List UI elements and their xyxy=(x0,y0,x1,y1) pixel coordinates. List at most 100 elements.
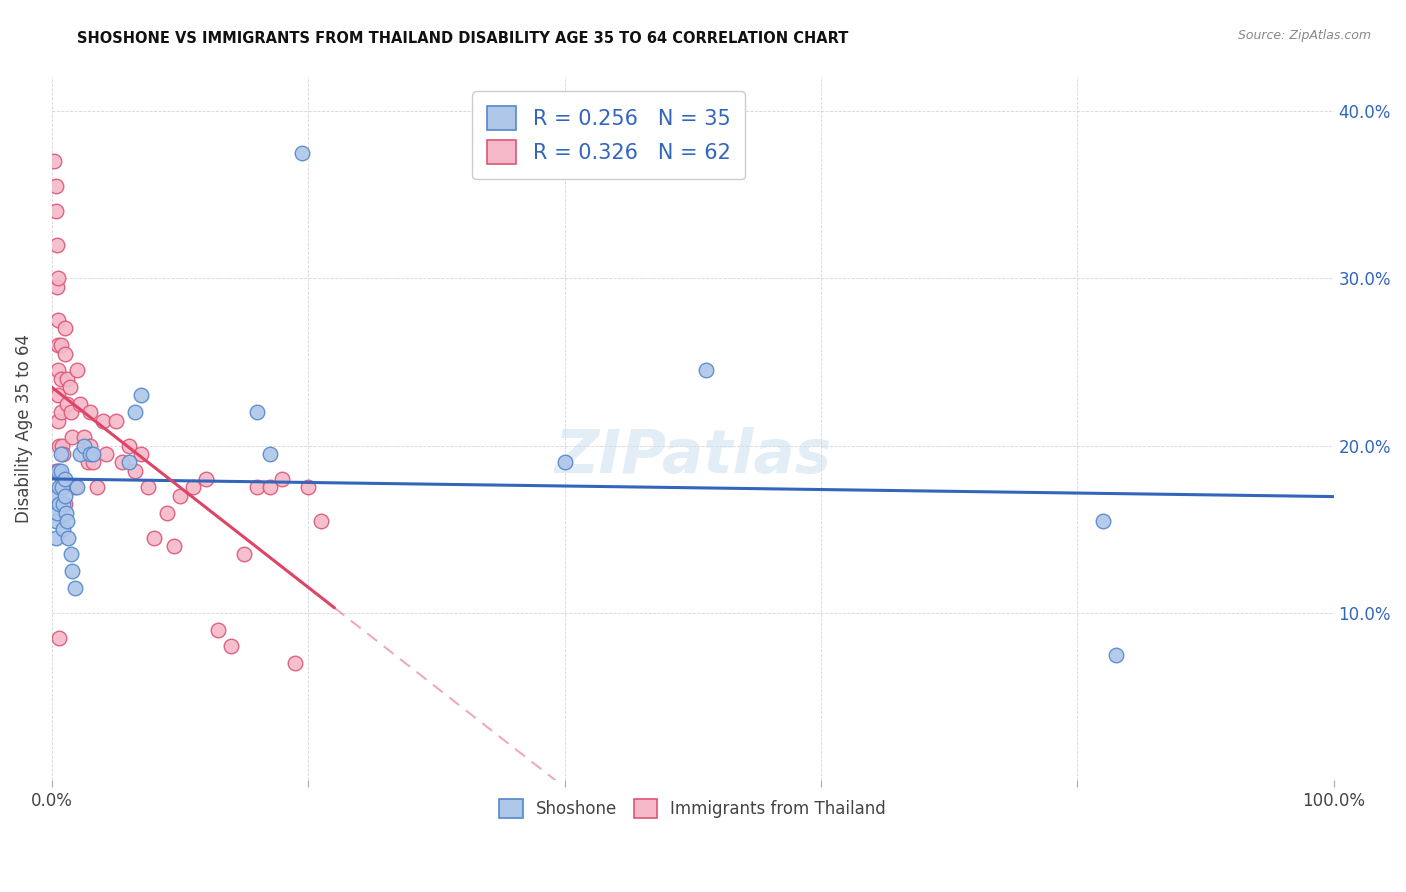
Point xyxy=(45,506,67,520)
Point xyxy=(259,480,281,494)
Point xyxy=(46,338,69,352)
Point xyxy=(45,179,67,194)
Point xyxy=(69,447,91,461)
Point xyxy=(124,405,146,419)
Point xyxy=(259,447,281,461)
Point xyxy=(284,656,307,670)
Point xyxy=(59,405,82,419)
Point xyxy=(48,631,70,645)
Point xyxy=(48,497,70,511)
Point xyxy=(219,640,242,654)
Point xyxy=(131,447,153,461)
Point xyxy=(66,363,89,377)
Point xyxy=(53,346,76,360)
Point xyxy=(45,237,67,252)
Point xyxy=(49,447,72,461)
Point xyxy=(553,455,575,469)
Text: SHOSHONE VS IMMIGRANTS FROM THAILAND DISABILITY AGE 35 TO 64 CORRELATION CHART: SHOSHONE VS IMMIGRANTS FROM THAILAND DIS… xyxy=(77,31,849,46)
Point xyxy=(46,271,69,285)
Point xyxy=(86,480,108,494)
Point xyxy=(291,145,314,160)
Point xyxy=(124,464,146,478)
Point xyxy=(46,464,69,478)
Point xyxy=(51,480,73,494)
Point xyxy=(111,455,134,469)
Point xyxy=(63,581,86,595)
Point xyxy=(45,464,67,478)
Point xyxy=(79,405,101,419)
Point xyxy=(246,405,269,419)
Point xyxy=(59,548,82,562)
Point xyxy=(181,480,204,494)
Point xyxy=(73,439,96,453)
Point xyxy=(45,531,67,545)
Point xyxy=(76,455,98,469)
Point xyxy=(309,514,332,528)
Point xyxy=(156,506,179,520)
Legend: Shoshone, Immigrants from Thailand: Shoshone, Immigrants from Thailand xyxy=(492,792,893,825)
Point xyxy=(82,447,104,461)
Point xyxy=(46,413,69,427)
Point xyxy=(143,531,166,545)
Point xyxy=(48,480,70,494)
Point xyxy=(59,380,82,394)
Point xyxy=(297,480,319,494)
Point xyxy=(53,497,76,511)
Point xyxy=(44,154,66,169)
Point xyxy=(45,279,67,293)
Point xyxy=(63,480,86,494)
Point xyxy=(82,455,104,469)
Point xyxy=(1091,514,1114,528)
Point xyxy=(194,472,217,486)
Point xyxy=(118,439,141,453)
Point xyxy=(69,397,91,411)
Point xyxy=(45,514,67,528)
Point xyxy=(45,204,67,219)
Point xyxy=(56,514,79,528)
Point xyxy=(46,363,69,377)
Point xyxy=(66,480,89,494)
Point xyxy=(55,506,77,520)
Point xyxy=(51,439,73,453)
Point xyxy=(46,388,69,402)
Point xyxy=(246,480,269,494)
Point xyxy=(49,464,72,478)
Point xyxy=(118,455,141,469)
Point xyxy=(104,413,127,427)
Point xyxy=(53,472,76,486)
Point xyxy=(79,447,101,461)
Point xyxy=(52,522,75,536)
Point xyxy=(53,321,76,335)
Point xyxy=(1105,648,1128,662)
Point xyxy=(79,439,101,453)
Text: ZIPatlas: ZIPatlas xyxy=(554,427,831,486)
Point xyxy=(48,439,70,453)
Point xyxy=(52,447,75,461)
Point xyxy=(49,372,72,386)
Point xyxy=(91,413,114,427)
Point xyxy=(60,430,83,444)
Point xyxy=(136,480,159,494)
Point xyxy=(52,480,75,494)
Point xyxy=(94,447,117,461)
Point xyxy=(45,489,67,503)
Point xyxy=(51,472,73,486)
Point xyxy=(73,430,96,444)
Point xyxy=(48,464,70,478)
Point xyxy=(56,397,79,411)
Text: Source: ZipAtlas.com: Source: ZipAtlas.com xyxy=(1237,29,1371,42)
Point xyxy=(60,564,83,578)
Point xyxy=(46,313,69,327)
Point xyxy=(49,338,72,352)
Point xyxy=(49,405,72,419)
Point xyxy=(169,489,191,503)
Point xyxy=(162,539,184,553)
Point xyxy=(207,623,229,637)
Point xyxy=(56,372,79,386)
Point xyxy=(271,472,294,486)
Point xyxy=(52,497,75,511)
Point xyxy=(58,531,80,545)
Point xyxy=(695,363,717,377)
Y-axis label: Disability Age 35 to 64: Disability Age 35 to 64 xyxy=(15,334,32,524)
Point xyxy=(53,489,76,503)
